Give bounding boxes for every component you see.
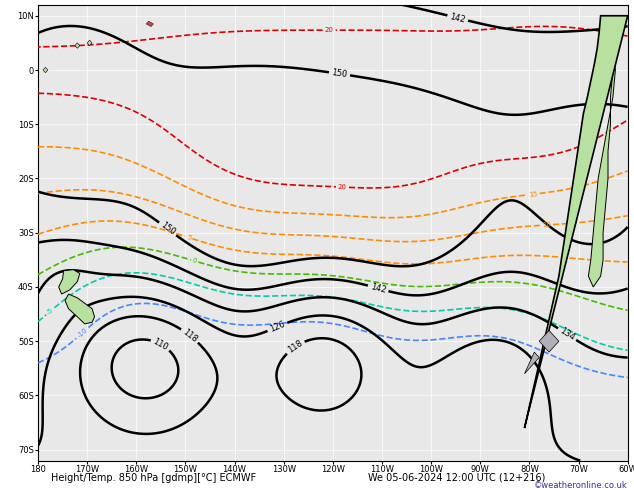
- Polygon shape: [540, 330, 559, 352]
- Text: 142: 142: [370, 282, 387, 295]
- Text: Height/Temp. 850 hPa [gdmp][°C] ECMWF: Height/Temp. 850 hPa [gdmp][°C] ECMWF: [51, 473, 256, 483]
- Polygon shape: [146, 21, 153, 26]
- Text: 10: 10: [541, 221, 551, 228]
- Polygon shape: [43, 67, 48, 73]
- Text: 15: 15: [528, 191, 538, 198]
- Polygon shape: [75, 43, 80, 49]
- Text: 150: 150: [158, 220, 177, 237]
- Text: 134: 134: [558, 326, 576, 342]
- Polygon shape: [588, 16, 618, 287]
- Text: 0: 0: [191, 258, 198, 265]
- Text: 20: 20: [325, 27, 333, 33]
- Polygon shape: [524, 16, 628, 428]
- Text: 118: 118: [181, 327, 199, 344]
- Text: 110: 110: [152, 337, 170, 352]
- Text: 126: 126: [268, 319, 287, 334]
- Text: 5: 5: [186, 234, 191, 241]
- Text: ©weatheronline.co.uk: ©weatheronline.co.uk: [534, 481, 628, 490]
- Polygon shape: [65, 294, 94, 324]
- Polygon shape: [87, 40, 92, 46]
- Polygon shape: [524, 352, 540, 374]
- Text: 150: 150: [331, 68, 348, 79]
- Text: 118: 118: [286, 339, 304, 355]
- Text: -5: -5: [46, 307, 55, 316]
- Text: 20: 20: [338, 184, 347, 190]
- Text: 142: 142: [449, 12, 467, 24]
- Text: We 05-06-2024 12:00 UTC (12+216): We 05-06-2024 12:00 UTC (12+216): [368, 473, 545, 483]
- Text: -10: -10: [76, 327, 89, 339]
- Polygon shape: [59, 270, 80, 294]
